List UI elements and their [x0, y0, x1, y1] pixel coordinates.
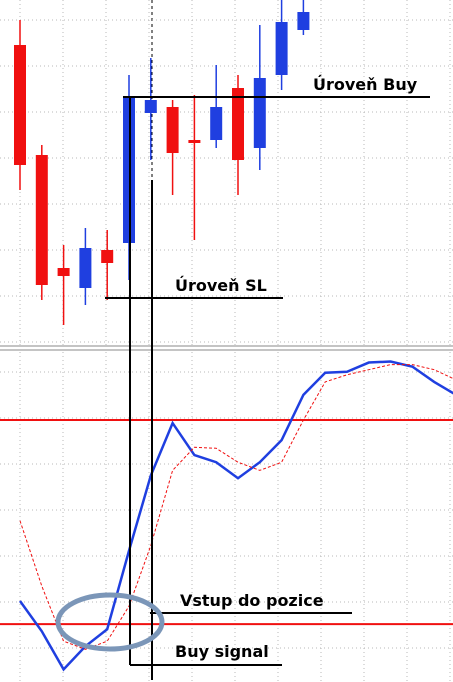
- candle-body: [232, 88, 244, 160]
- candle-body: [101, 250, 114, 263]
- price-panel: [0, 0, 453, 345]
- candle-body: [144, 100, 157, 113]
- series-line: [19, 364, 453, 650]
- candle-body: [166, 107, 179, 153]
- candle-body: [253, 78, 266, 148]
- annotation: Úroveň Buy: [313, 75, 418, 94]
- annotation: Vstup do pozice: [180, 591, 324, 610]
- annotation: Buy signal: [175, 642, 269, 661]
- series-line: [18, 360, 453, 672]
- candle-body: [14, 45, 26, 165]
- annotation: Úroveň SL: [175, 276, 267, 295]
- annotation-lines: [105, 96, 430, 680]
- candle-body: [188, 140, 201, 143]
- candle-body: [275, 22, 288, 75]
- candle-body: [35, 155, 48, 285]
- candle-body: [57, 268, 70, 276]
- candle-body: [210, 107, 223, 140]
- highlight-ellipse: [55, 592, 165, 652]
- candle-body: [297, 12, 310, 30]
- oscillator-panel: [0, 352, 453, 682]
- candle-body: [79, 248, 92, 288]
